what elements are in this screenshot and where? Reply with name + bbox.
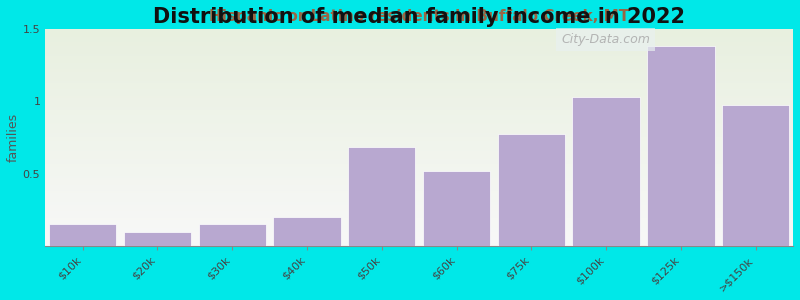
Bar [722, 105, 790, 246]
Bar [498, 134, 565, 246]
Y-axis label: families: families [7, 113, 20, 162]
Bar [124, 232, 191, 246]
Text: City-Data.com: City-Data.com [562, 33, 650, 46]
Bar [647, 46, 714, 246]
Bar [573, 97, 640, 246]
Bar [274, 217, 341, 246]
Bar [348, 147, 415, 246]
Bar [49, 224, 116, 246]
Bar [423, 171, 490, 246]
Text: Hispanic or Latino residents in Buffalo Creek, MT: Hispanic or Latino residents in Buffalo … [209, 9, 630, 24]
Title: Distribution of median family income in 2022: Distribution of median family income in … [153, 7, 685, 27]
Bar [198, 224, 266, 246]
